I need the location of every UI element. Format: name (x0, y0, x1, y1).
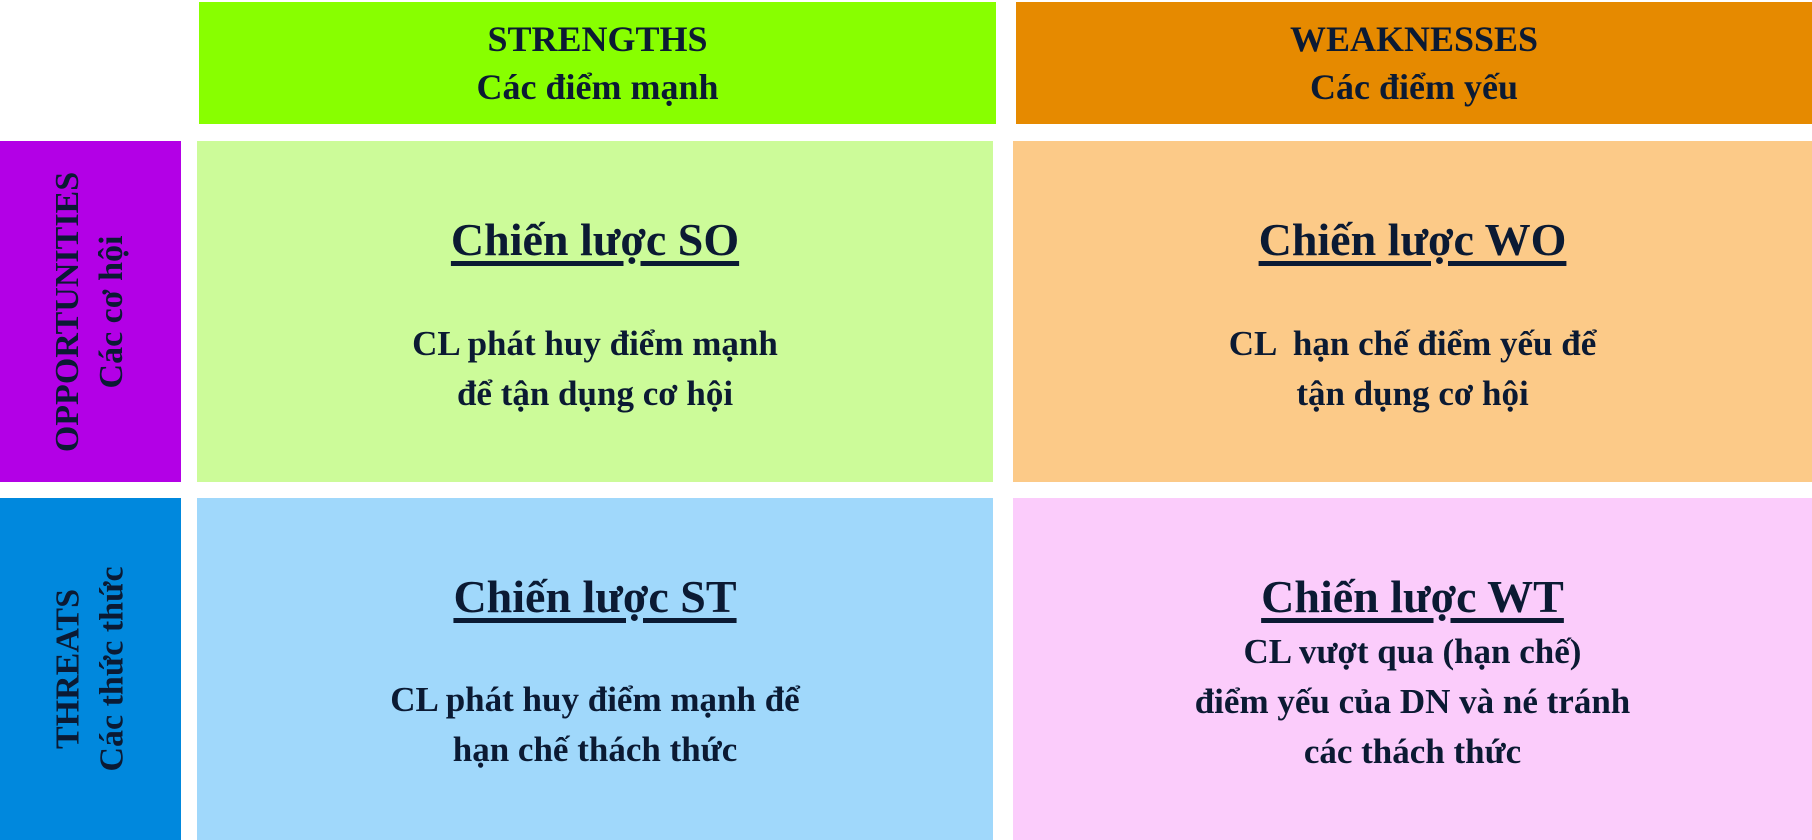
weaknesses-title: WEAKNESSES (1289, 19, 1539, 59)
cell-st: Chiến lược ST CL phát huy điểm mạnh để hạ… (197, 498, 993, 840)
wo-line: CL hạn chế điểm yếu để (1228, 324, 1597, 363)
st-line: hạn chế thách thức (452, 730, 738, 769)
st-title: Chiến lược ST (453, 571, 737, 622)
weaknesses-header: WEAKNESSES Các điểm yếu (1016, 2, 1812, 124)
opportunities-title: OPPORTUNITIES (49, 171, 87, 452)
st-line: CL phát huy điểm mạnh để (390, 680, 800, 719)
wt-title: Chiến lược WT (1261, 571, 1564, 622)
strengths-title: STRENGTHS (487, 19, 708, 59)
strengths-header: STRENGTHS Các điểm mạnh (199, 2, 996, 124)
wt-line: điểm yếu của DN và né tránh (1194, 682, 1631, 721)
threats-subtitle: Các thức thức (93, 566, 131, 772)
so-title: Chiến lược SO (450, 214, 740, 265)
wt-line: CL vượt qua (hạn chế) (1243, 632, 1582, 671)
cell-wo: Chiến lược WO CL hạn chế điểm yếu để tận … (1013, 141, 1812, 482)
weaknesses-subtitle: Các điểm yếu (1310, 67, 1518, 107)
wt-line: các thách thức (1303, 732, 1522, 771)
cell-wt: Chiến lược WT CL vượt qua (hạn chế) điểm … (1013, 498, 1812, 840)
threats-label: THREATS Các thức thức (0, 498, 181, 840)
wo-line: tận dụng cơ hội (1296, 374, 1529, 413)
opportunities-subtitle: Các cơ hội (93, 235, 131, 388)
wo-title: Chiến lược WO (1258, 214, 1567, 265)
cell-so: Chiến lược SO CL phát huy điểm mạnh để tậ… (197, 141, 993, 482)
threats-title: THREATS (49, 589, 87, 749)
opportunities-label: OPPORTUNITIES Các cơ hội (0, 141, 181, 482)
so-line: để tận dụng cơ hội (456, 374, 734, 413)
strengths-subtitle: Các điểm mạnh (476, 67, 719, 107)
so-line: CL phát huy điểm mạnh (412, 324, 778, 363)
